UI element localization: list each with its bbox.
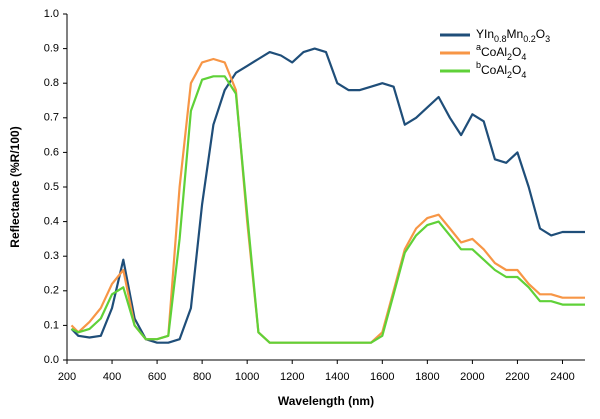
y-tick-label: 1.0 [44,8,59,20]
series-line [71,75,585,344]
legend-label: aCoAl2O4 [476,42,526,62]
series-line [70,47,585,344]
y-tick-label: 0.9 [44,43,59,55]
y-tick-label: 0.3 [44,250,59,262]
x-tick-label: 1000 [235,371,259,383]
x-tick-label: 200 [58,371,76,383]
x-tick-label: 800 [193,371,211,383]
legend-label: bCoAl2O4 [476,60,526,80]
legend-label: YIn0.8Mn0.2O3 [476,27,550,44]
x-tick-label: 400 [103,371,121,383]
y-tick-label: 0.7 [44,112,59,124]
x-tick-label: 600 [148,371,166,383]
y-tick-label: 0.6 [44,146,59,158]
x-tick-label: 1800 [415,371,439,383]
y-tick-label: 0.1 [44,319,59,331]
y-tick-label: 0.8 [44,77,59,89]
y-tick-label: 0.2 [44,285,59,297]
x-tick-label: 2200 [505,371,529,383]
y-axis-title: Reflectance (%R/100) [8,126,22,247]
x-tick-label: 1600 [370,371,394,383]
y-tick-label: 0.5 [44,181,59,193]
x-tick-label: 1200 [280,371,304,383]
x-tick-label: 1400 [325,371,349,383]
series-line [70,57,585,344]
x-tick-label: 2400 [550,371,574,383]
x-axis-title: Wavelength (nm) [278,394,374,408]
x-tick-label: 2000 [460,371,484,383]
y-tick-label: 0.4 [44,216,59,228]
y-tick-label: 0.0 [44,354,59,366]
